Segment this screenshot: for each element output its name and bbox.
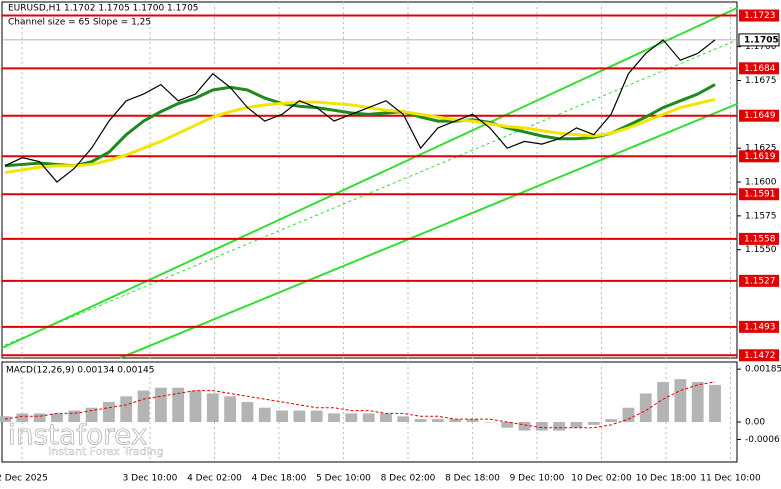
macd-y-tick-label: -0.00061 <box>745 435 781 445</box>
level-label-box <box>739 9 779 22</box>
macd-bar <box>345 413 358 422</box>
level-label: 1.1493 <box>744 322 776 332</box>
level-label-box <box>739 150 779 163</box>
level-label-box <box>739 232 779 245</box>
macd-y-tick-label: 0.00185 <box>745 365 781 375</box>
macd-bar <box>154 387 167 422</box>
macd-bar <box>328 413 340 422</box>
level-label: 1.1472 <box>744 351 776 361</box>
x-tick-label: 10 Dec 18:00 <box>636 474 697 484</box>
level-label: 1.1527 <box>744 276 776 286</box>
level-label: 1.1649 <box>744 111 776 121</box>
macd-bar <box>137 390 150 422</box>
y-tick-label: 1.1575 <box>745 211 777 221</box>
macd-bar <box>380 413 392 422</box>
current-price-box <box>738 33 780 47</box>
macd-bar <box>33 413 46 422</box>
vertical-grid <box>21 2 731 462</box>
x-tick-label: 4 Dec 02:00 <box>187 474 242 484</box>
macd-bar <box>570 422 583 428</box>
x-tick-label: 9 Dec 10:00 <box>510 474 565 484</box>
macd-bar <box>501 422 514 428</box>
level-label: 1.1558 <box>744 234 776 244</box>
macd-panel <box>1 361 738 463</box>
watermark-tagline: Instant Forex Trading <box>48 445 164 458</box>
x-tick-label: 5 Dec 10:00 <box>316 474 371 484</box>
macd-bar <box>120 396 133 422</box>
macd-bar <box>709 384 721 422</box>
x-tick-label: 8 Dec 02:00 <box>381 474 436 484</box>
level-label: 1.1619 <box>744 152 776 162</box>
y-tick-label: 1.1600 <box>745 178 777 188</box>
series-line <box>4 97 716 175</box>
macd-y-tick-label: 0.00 <box>745 418 765 428</box>
channel-upper <box>1 7 738 349</box>
macd-bar <box>518 422 531 431</box>
level-label-box <box>739 62 779 75</box>
macd-bar <box>16 413 29 422</box>
macd-bar <box>241 402 254 422</box>
macd-bar <box>449 419 462 422</box>
x-tick-label: 2 Dec 2025 <box>0 474 48 484</box>
y-tick-label: 1.1700 <box>745 42 777 52</box>
macd-bar <box>397 416 410 422</box>
macd-bar <box>310 410 323 422</box>
macd-bar <box>414 419 427 422</box>
macd-title: MACD(12,26,9) 0.00134 0.00145 <box>6 366 155 376</box>
macd-bar <box>432 419 444 422</box>
price-panel <box>1 1 738 359</box>
level-label-box <box>739 274 779 287</box>
level-label-box <box>739 188 779 201</box>
macd-bar <box>293 410 306 422</box>
macd-bar <box>224 396 237 422</box>
channel-mid <box>4 39 738 346</box>
level-label-box <box>739 320 779 333</box>
macd-bar <box>466 419 479 422</box>
macd-bar <box>483 422 496 423</box>
level-label-box <box>739 349 779 362</box>
watermark-brand: instaforex <box>8 418 147 451</box>
x-tick-label: 4 Dec 18:00 <box>252 474 307 484</box>
macd-bar <box>691 382 704 422</box>
macd-bar <box>206 393 219 422</box>
macd-bar <box>362 413 375 422</box>
macd-bar <box>674 379 687 422</box>
macd-bar <box>258 407 271 422</box>
macd-bar <box>605 419 618 422</box>
macd-bar <box>68 410 81 422</box>
y-tick-label: 1.1675 <box>745 76 777 86</box>
y-tick-label: 1.1625 <box>745 144 777 154</box>
macd-bar <box>102 402 115 422</box>
x-tick-label: 11 Dec 10:00 <box>700 474 761 484</box>
macd-bar <box>172 387 185 422</box>
macd-bar <box>639 393 652 422</box>
x-tick-label: 3 Dec 10:00 <box>123 474 178 484</box>
channel-lower <box>119 103 738 359</box>
macd-bar <box>85 407 98 422</box>
level-label-box <box>739 109 779 122</box>
x-tick-label: 10 Dec 02:00 <box>571 474 632 484</box>
macd-bar <box>276 410 288 422</box>
macd-bar <box>553 422 566 431</box>
subtitle: Channel size = 65 Slope = 1,25 <box>8 18 151 28</box>
y-tick-label: 1.1550 <box>745 245 777 255</box>
current-price-label: 1.1705 <box>744 35 779 45</box>
macd-bar <box>51 413 63 422</box>
x-tick-label: 8 Dec 18:00 <box>445 474 500 484</box>
series-line <box>4 39 716 183</box>
level-label: 1.1684 <box>744 64 776 74</box>
macd-signal <box>4 381 716 429</box>
symbol-header: EURUSD,H1 1.1702 1.1705 1.1700 1.1705 <box>8 4 199 14</box>
macd-bar <box>657 382 669 422</box>
level-label: 1.1591 <box>744 190 776 200</box>
macd-bar <box>622 407 635 422</box>
level-label: 1.1723 <box>744 11 776 21</box>
macd-bar <box>587 422 600 425</box>
macd-bar <box>535 422 548 431</box>
macd-bar <box>189 390 202 422</box>
